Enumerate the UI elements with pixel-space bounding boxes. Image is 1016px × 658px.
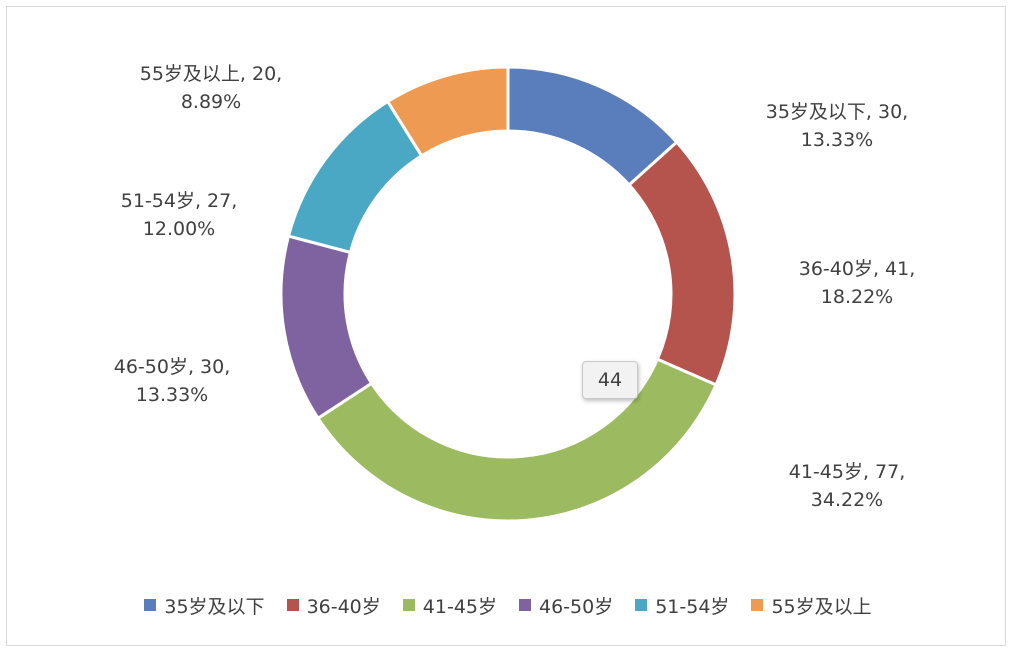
legend-label: 51-54岁: [655, 595, 730, 618]
legend-swatch: [751, 599, 764, 611]
donut-slice[interactable]: [315, 357, 718, 523]
legend-item[interactable]: 36-40岁: [286, 592, 381, 619]
legend-label: 41-45岁: [422, 595, 497, 618]
chart-legend: 35岁及以下 36-40岁 41-45岁 46-50岁 51-54岁 55岁及以…: [0, 590, 1016, 620]
legend-label: 46-50岁: [539, 595, 614, 618]
data-label: 46-50岁, 30, 13.33%: [114, 356, 231, 406]
data-label: 55岁及以上, 20, 8.89%: [140, 63, 282, 113]
data-label: 36-40岁, 41, 18.22%: [799, 258, 916, 308]
legend-item[interactable]: 35岁及以下: [144, 592, 265, 619]
legend-item[interactable]: 41-45岁: [402, 592, 497, 619]
legend-item[interactable]: 51-54岁: [635, 592, 729, 619]
legend-swatch: [402, 599, 415, 611]
hover-tooltip: 44: [582, 361, 638, 399]
legend-swatch: [635, 599, 648, 611]
legend-item[interactable]: 55岁及以上: [751, 592, 872, 619]
donut-slice[interactable]: [385, 65, 510, 158]
donut-slice[interactable]: [279, 234, 374, 421]
legend-swatch: [519, 599, 531, 611]
legend-swatch: [144, 599, 157, 611]
legend-label: 35岁及以下: [164, 595, 265, 618]
donut-slice[interactable]: [627, 139, 737, 387]
legend-label: 36-40岁: [306, 595, 381, 618]
data-label: 51-54岁, 27, 12.00%: [121, 190, 238, 240]
data-label: 41-45岁, 77, 34.22%: [789, 461, 906, 511]
data-label: 35岁及以下, 30, 13.33%: [766, 101, 908, 151]
legend-label: 55岁及以上: [771, 595, 872, 618]
legend-swatch: [286, 599, 299, 611]
legend-item[interactable]: 46-50岁: [519, 592, 613, 619]
